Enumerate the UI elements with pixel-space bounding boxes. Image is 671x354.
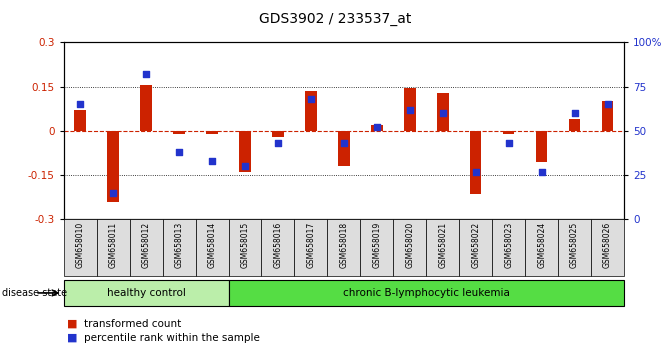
Text: GSM658019: GSM658019 bbox=[372, 222, 381, 268]
Point bbox=[174, 149, 185, 155]
Text: GSM658011: GSM658011 bbox=[109, 222, 117, 268]
Bar bbox=[229, 219, 262, 276]
Bar bbox=[140, 85, 152, 131]
Text: GSM658016: GSM658016 bbox=[274, 222, 282, 268]
Bar bbox=[470, 131, 482, 194]
Bar bbox=[493, 219, 525, 276]
Point bbox=[207, 158, 217, 164]
Point bbox=[305, 96, 316, 102]
Bar bbox=[393, 219, 426, 276]
Bar bbox=[338, 131, 350, 166]
Bar bbox=[295, 219, 327, 276]
Point bbox=[470, 169, 481, 175]
Bar bbox=[229, 280, 624, 306]
Bar bbox=[591, 219, 624, 276]
Bar bbox=[371, 125, 382, 131]
Point bbox=[602, 102, 613, 107]
Text: GSM658017: GSM658017 bbox=[307, 222, 315, 268]
Text: ■: ■ bbox=[67, 333, 78, 343]
Bar bbox=[305, 91, 317, 131]
Point bbox=[536, 169, 547, 175]
Text: GSM658025: GSM658025 bbox=[570, 222, 579, 268]
Bar bbox=[262, 219, 295, 276]
Text: GSM658020: GSM658020 bbox=[405, 222, 414, 268]
Bar bbox=[327, 219, 360, 276]
Text: GSM658021: GSM658021 bbox=[438, 222, 448, 268]
Text: GSM658013: GSM658013 bbox=[174, 222, 184, 268]
Point bbox=[75, 102, 86, 107]
Text: GSM658022: GSM658022 bbox=[471, 222, 480, 268]
Text: GSM658010: GSM658010 bbox=[76, 222, 85, 268]
Bar bbox=[459, 219, 493, 276]
Point bbox=[437, 110, 448, 116]
Text: transformed count: transformed count bbox=[84, 319, 181, 329]
Bar bbox=[173, 131, 185, 134]
Point bbox=[272, 141, 283, 146]
Text: GSM658015: GSM658015 bbox=[240, 222, 250, 268]
Bar bbox=[97, 219, 130, 276]
Text: disease state: disease state bbox=[2, 288, 67, 298]
Text: percentile rank within the sample: percentile rank within the sample bbox=[84, 333, 260, 343]
Bar bbox=[64, 219, 97, 276]
Bar bbox=[272, 131, 284, 137]
Bar bbox=[64, 280, 229, 306]
Point bbox=[141, 72, 152, 77]
Text: healthy control: healthy control bbox=[107, 288, 186, 298]
Point bbox=[240, 164, 250, 169]
Bar bbox=[404, 88, 415, 131]
Bar bbox=[206, 131, 218, 134]
Bar bbox=[602, 102, 613, 131]
Bar bbox=[240, 131, 251, 172]
Text: GSM658023: GSM658023 bbox=[504, 222, 513, 268]
Bar bbox=[437, 93, 448, 131]
Point bbox=[372, 125, 382, 130]
Point bbox=[405, 107, 415, 113]
Bar bbox=[525, 219, 558, 276]
Text: ■: ■ bbox=[67, 319, 78, 329]
Text: GSM658018: GSM658018 bbox=[340, 222, 348, 268]
Point bbox=[569, 110, 580, 116]
Bar bbox=[74, 110, 86, 131]
Text: chronic B-lymphocytic leukemia: chronic B-lymphocytic leukemia bbox=[343, 288, 510, 298]
Bar bbox=[558, 219, 591, 276]
Bar bbox=[107, 131, 119, 202]
Bar bbox=[162, 219, 195, 276]
Point bbox=[338, 141, 349, 146]
Point bbox=[108, 190, 119, 196]
Bar bbox=[503, 131, 515, 134]
Point bbox=[503, 141, 514, 146]
Bar bbox=[130, 219, 162, 276]
Bar bbox=[536, 131, 548, 162]
Bar bbox=[426, 219, 459, 276]
Text: GSM658012: GSM658012 bbox=[142, 222, 151, 268]
Bar bbox=[360, 219, 393, 276]
Text: GSM658024: GSM658024 bbox=[537, 222, 546, 268]
Bar bbox=[569, 119, 580, 131]
Text: GSM658014: GSM658014 bbox=[207, 222, 217, 268]
Bar bbox=[195, 219, 229, 276]
Text: GSM658026: GSM658026 bbox=[603, 222, 612, 268]
Text: GDS3902 / 233537_at: GDS3902 / 233537_at bbox=[259, 12, 412, 27]
